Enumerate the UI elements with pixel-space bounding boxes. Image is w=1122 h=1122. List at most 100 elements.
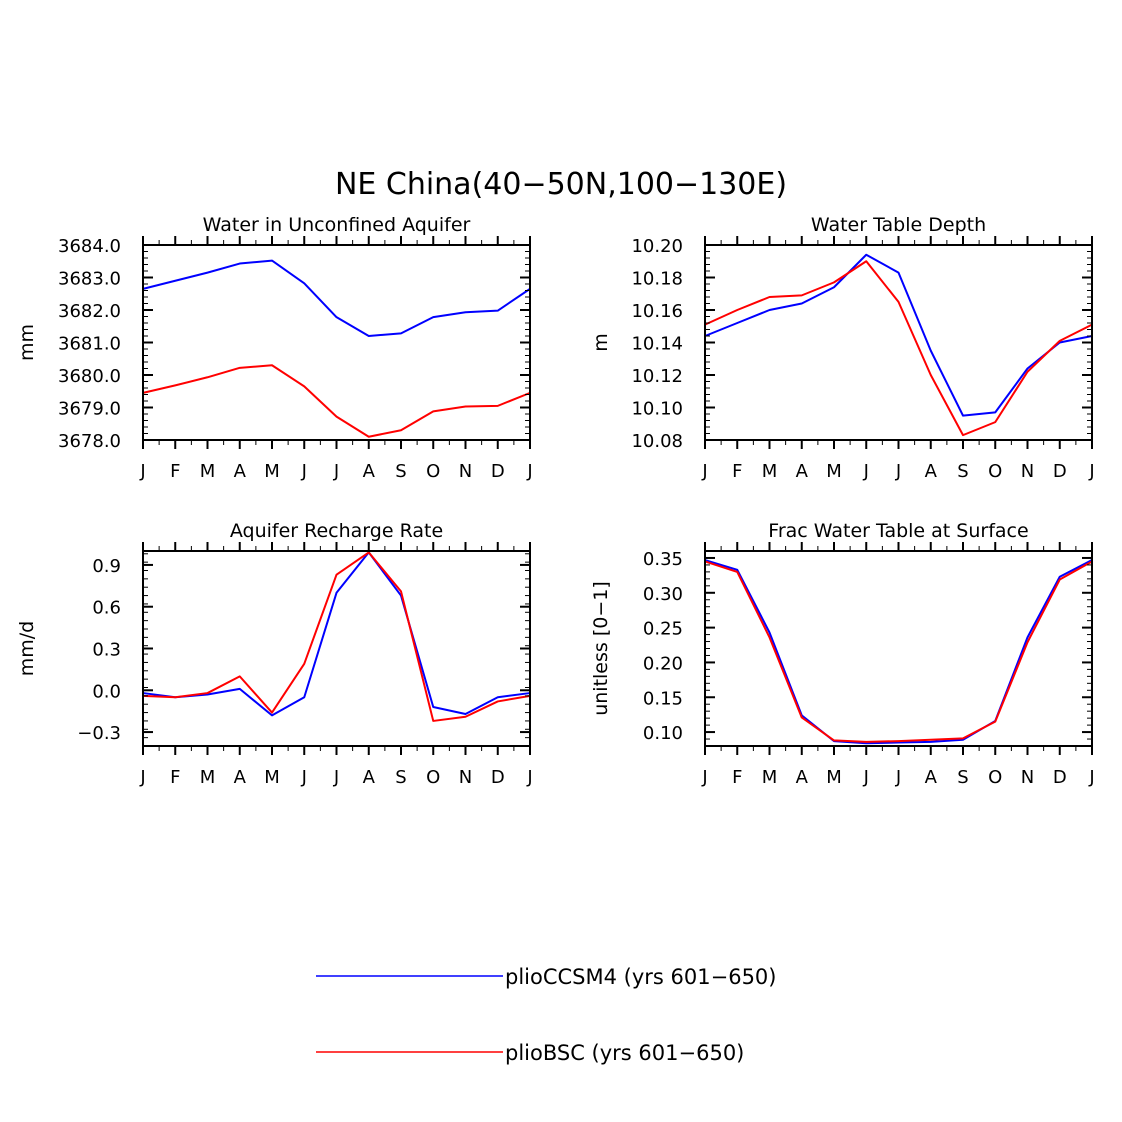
x-tick-label: J xyxy=(701,767,707,788)
y-tick-label: 3684.0 xyxy=(58,236,121,257)
x-tick-label: N xyxy=(459,461,472,482)
y-axis-label-aquifer-recharge-rate: mm/d xyxy=(16,621,38,676)
x-tick-label: J xyxy=(1088,767,1094,788)
series-line-water-table-depth-1 xyxy=(704,260,1093,437)
x-tick-label: M xyxy=(200,461,216,482)
series-line-water-in-unconfined-aquifer-1 xyxy=(142,364,531,438)
x-tick-label: A xyxy=(796,767,809,788)
y-tick-label: 3681.0 xyxy=(58,334,121,355)
x-tick-label: J xyxy=(139,461,145,482)
x-tick-label: J xyxy=(301,461,307,482)
x-tick-label: A xyxy=(363,767,376,788)
x-tick-label: M xyxy=(264,767,280,788)
y-tick-label: 3683.0 xyxy=(58,269,121,290)
y-tick-label: 3680.0 xyxy=(58,366,121,387)
y-tick-label: 0.3 xyxy=(92,640,121,661)
x-tick-label: M xyxy=(826,767,842,788)
series-line-aquifer-recharge-rate-1 xyxy=(142,551,531,722)
x-tick-label: M xyxy=(826,461,842,482)
legend-label-pliobsc: plioBSC (yrs 601−650) xyxy=(505,1041,744,1065)
x-tick-label: J xyxy=(333,461,339,482)
x-tick-label: J xyxy=(863,767,869,788)
y-tick-label: 10.12 xyxy=(631,366,683,387)
x-tick-label: J xyxy=(895,767,901,788)
y-tick-label: 10.08 xyxy=(631,431,683,452)
panel-frac-water-table-at-surface: J F M A M J J A S O N D J0.100.150.200.250.300.35Fra… xyxy=(590,520,1095,788)
legend: plioCCSM4 (yrs 601−650) plioBSC (yrs 601… xyxy=(316,965,776,1065)
y-tick-label: 0.10 xyxy=(643,723,683,744)
x-tick-label: D xyxy=(1053,461,1067,482)
legend-label-plioccsm4: plioCCSM4 (yrs 601−650) xyxy=(505,965,776,989)
plot-frame-frac-water-table-at-surface xyxy=(704,550,1093,747)
x-tick-label: J xyxy=(526,461,532,482)
x-tick-label: J xyxy=(1088,461,1094,482)
series-line-aquifer-recharge-rate-0 xyxy=(142,551,531,717)
x-tick-label: N xyxy=(459,767,472,788)
x-tick-label: D xyxy=(491,767,505,788)
x-tick-label: S xyxy=(957,461,968,482)
y-tick-label: 10.16 xyxy=(631,301,683,322)
x-tick-label: A xyxy=(234,461,247,482)
panel-title-aquifer-recharge-rate: Aquifer Recharge Rate xyxy=(230,520,443,542)
y-tick-label: 0.20 xyxy=(643,653,683,674)
y-axis-label-frac-water-table-at-surface: unitless [0−1] xyxy=(590,581,612,716)
y-axis-label-water-table-depth: m xyxy=(590,333,612,352)
x-tick-label: D xyxy=(1053,767,1067,788)
main-title: NE China(40−50N,100−130E) xyxy=(335,167,787,202)
y-tick-label: 3679.0 xyxy=(58,399,121,420)
y-tick-label: 0.0 xyxy=(92,681,121,702)
series-line-water-table-depth-0 xyxy=(704,253,1093,417)
y-tick-label: 10.20 xyxy=(631,236,683,257)
x-tick-label: J xyxy=(701,461,707,482)
x-tick-label: J xyxy=(895,461,901,482)
panel-title-water-in-unconfined-aquifer: Water in Unconfined Aquifer xyxy=(203,214,471,236)
y-tick-label: 3682.0 xyxy=(58,301,121,322)
x-tick-label: A xyxy=(363,461,376,482)
x-tick-label: F xyxy=(170,461,180,482)
x-tick-label: M xyxy=(264,461,280,482)
series-line-water-in-unconfined-aquifer-0 xyxy=(142,259,531,337)
x-tick-label: D xyxy=(491,461,505,482)
x-tick-label: O xyxy=(988,461,1002,482)
y-tick-label: 0.15 xyxy=(643,688,683,709)
x-tick-label: S xyxy=(395,461,406,482)
panel-water-table-depth: J F M A M J J A S O N D J10.0810.1010.1210.1410.1610… xyxy=(590,214,1095,482)
x-tick-label: A xyxy=(234,767,247,788)
x-tick-label: A xyxy=(796,461,809,482)
x-tick-label: S xyxy=(395,767,406,788)
y-tick-label: 10.10 xyxy=(631,399,683,420)
y-tick-label: −0.3 xyxy=(77,723,121,744)
plot-frame-aquifer-recharge-rate xyxy=(142,550,531,747)
x-tick-label: M xyxy=(762,767,778,788)
x-tick-label: S xyxy=(957,767,968,788)
x-tick-label: F xyxy=(732,461,742,482)
panel-title-frac-water-table-at-surface: Frac Water Table at Surface xyxy=(768,520,1028,542)
panel-water-in-unconfined-aquifer: J F M A M J J A S O N D J3678.03679.03680.03681.0368… xyxy=(16,214,533,482)
x-tick-label: A xyxy=(925,767,938,788)
x-tick-label: A xyxy=(925,461,938,482)
series-line-frac-water-table-at-surface-0 xyxy=(704,559,1093,745)
y-tick-label: 0.25 xyxy=(643,619,683,640)
x-tick-label: F xyxy=(170,767,180,788)
x-tick-label: J xyxy=(301,767,307,788)
y-tick-label: 10.18 xyxy=(631,269,683,290)
x-tick-label: J xyxy=(139,767,145,788)
x-tick-label: N xyxy=(1021,461,1034,482)
x-tick-label: O xyxy=(988,767,1002,788)
y-tick-label: 3678.0 xyxy=(58,431,121,452)
y-axis-label-water-in-unconfined-aquifer: mm xyxy=(16,324,38,361)
y-tick-label: 0.30 xyxy=(643,584,683,605)
x-tick-label: J xyxy=(526,767,532,788)
x-tick-label: J xyxy=(333,767,339,788)
x-tick-label: O xyxy=(426,461,440,482)
series-line-frac-water-table-at-surface-1 xyxy=(704,560,1093,743)
x-tick-label: J xyxy=(863,461,869,482)
x-tick-label: M xyxy=(200,767,216,788)
y-tick-label: 0.9 xyxy=(92,556,121,577)
panel-title-water-table-depth: Water Table Depth xyxy=(811,214,986,236)
y-tick-label: 0.6 xyxy=(92,598,121,619)
x-tick-label: O xyxy=(426,767,440,788)
y-tick-label: 10.14 xyxy=(631,334,683,355)
